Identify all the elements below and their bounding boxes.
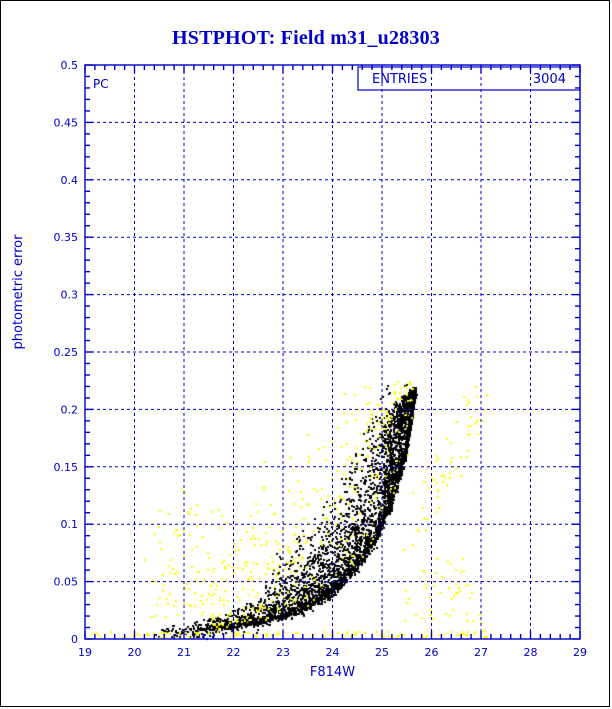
legend-entries-value: 3004 (533, 72, 566, 87)
y-tick-label: 0.2 (61, 403, 79, 416)
legend-entries-label: ENTRIES (372, 72, 427, 87)
y-tick-label: 0.4 (61, 174, 79, 187)
x-tick-label: 22 (227, 646, 241, 659)
x-tick-label: 21 (177, 646, 191, 659)
y-tick-label: 0.25 (54, 346, 79, 359)
x-tick-label: 26 (425, 646, 439, 659)
y-tick-label: 0.5 (61, 59, 79, 72)
y-tick-label: 0.35 (54, 231, 79, 244)
x-tick-label: 27 (474, 646, 488, 659)
y-tick-label: 0 (71, 633, 78, 646)
x-tick-label: 28 (524, 646, 538, 659)
x-tick-label: 24 (326, 646, 340, 659)
x-tick-label: 19 (78, 646, 92, 659)
y-axis-title: photometric error (11, 234, 26, 350)
y-tick-label: 0.05 (54, 576, 79, 589)
legend-box (357, 66, 581, 91)
x-axis-title: F814W (310, 665, 355, 680)
y-tick-label: 0.3 (61, 289, 79, 302)
panel-label: PC (93, 77, 109, 91)
x-tick-label: 20 (128, 646, 142, 659)
y-tick-label: 0.45 (54, 116, 79, 129)
x-tick-label: 29 (573, 646, 587, 659)
x-tick-label: 25 (375, 646, 389, 659)
y-tick-label: 0.15 (54, 461, 79, 474)
y-tick-label: 0.1 (61, 518, 79, 531)
x-tick-label: 23 (276, 646, 290, 659)
